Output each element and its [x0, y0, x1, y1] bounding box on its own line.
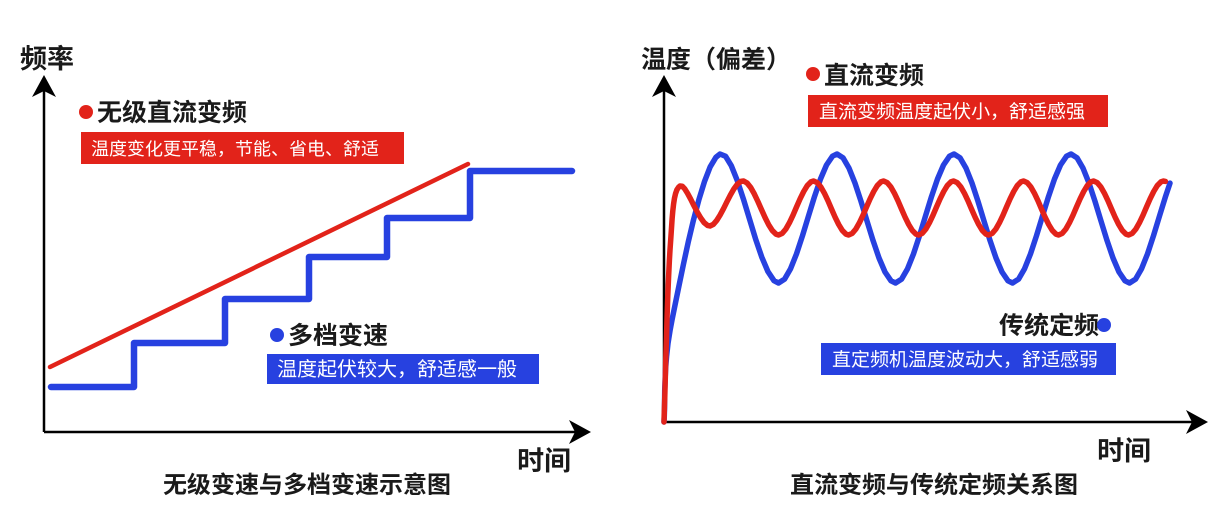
svg-text:传统定频: 传统定频	[999, 306, 1099, 342]
svg-text:频率: 频率	[20, 37, 74, 76]
svg-text:无级变速与多档变速示意图: 无级变速与多档变速示意图	[163, 465, 451, 500]
svg-text:直流变频: 直流变频	[824, 56, 924, 92]
svg-text:多档变速: 多档变速	[288, 316, 388, 352]
svg-text:温度（偏差）: 温度（偏差）	[641, 40, 791, 76]
svg-text:直流变频温度起伏小，舒适感强: 直流变频温度起伏小，舒适感强	[819, 97, 1085, 124]
svg-text:直定频机温度波动大，舒适感弱: 直定频机温度波动大，舒适感弱	[832, 345, 1098, 372]
svg-text:时间: 时间	[1097, 429, 1151, 468]
svg-text:时间: 时间	[517, 439, 571, 478]
svg-text:温度变化更平稳，节能、省电、舒适: 温度变化更平稳，节能、省电、舒适	[91, 135, 379, 161]
svg-text:直流变频与传统定频关系图: 直流变频与传统定频关系图	[790, 465, 1078, 500]
svg-text:温度起伏较大，舒适感一般: 温度起伏较大，舒适感一般	[277, 353, 517, 382]
svg-text:无级直流变频: 无级直流变频	[97, 93, 247, 129]
